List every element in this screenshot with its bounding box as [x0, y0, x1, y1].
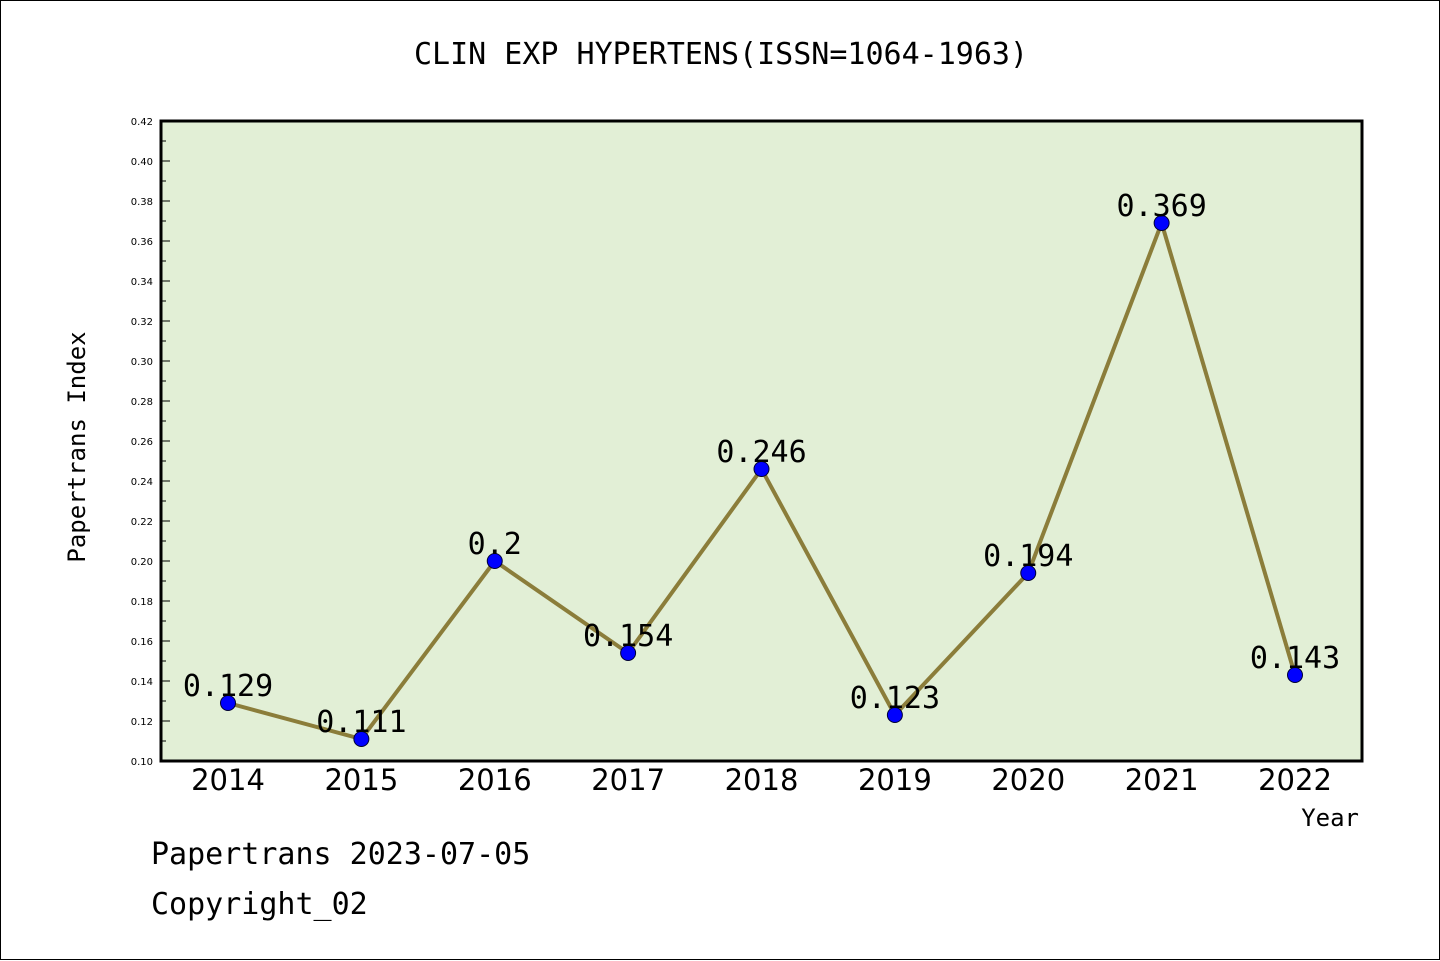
y-tick-label: 0.38 [131, 197, 153, 208]
y-tick-label: 0.24 [131, 477, 153, 488]
y-tick-label: 0.20 [131, 557, 153, 568]
y-tick-label: 0.34 [131, 277, 153, 288]
data-point [353, 731, 370, 747]
y-tick-label: 0.18 [131, 597, 153, 608]
y-tick-label: 0.36 [131, 237, 153, 248]
x-tick-label: 2017 [591, 763, 665, 797]
data-label: 0.246 [716, 435, 806, 470]
y-tick-label: 0.22 [131, 517, 153, 528]
data-label: 0.111 [316, 705, 406, 740]
data-point [886, 707, 903, 723]
data-point [620, 645, 637, 661]
y-tick-label: 0.12 [131, 717, 153, 728]
y-tick-label: 0.42 [131, 117, 153, 128]
data-point [1020, 565, 1037, 581]
x-tick-label: 2016 [458, 763, 532, 797]
x-tick-label: 2022 [1258, 763, 1332, 797]
x-tick-label: 2015 [324, 763, 398, 797]
y-tick-label: 0.26 [131, 437, 153, 448]
data-point [1153, 215, 1170, 231]
data-point [220, 695, 236, 711]
x-tick-label: 2019 [858, 763, 932, 797]
data-label: 0.143 [1250, 641, 1340, 676]
footer-date: Papertrans 2023-07-05 [151, 837, 531, 872]
data-label: 0.2 [468, 527, 522, 562]
y-axis-title: Papertrans Index [63, 331, 91, 562]
data-label: 0.129 [183, 669, 273, 704]
chart-title: CLIN EXP HYPERTENS(ISSN=1064-1963) [413, 37, 1029, 72]
x-tick-label: 2020 [991, 763, 1065, 797]
data-label: 0.194 [983, 539, 1073, 574]
y-tick-label: 0.30 [131, 357, 153, 368]
data-point [1287, 667, 1303, 683]
x-tick-label: 2014 [191, 763, 265, 797]
data-point [486, 553, 503, 569]
x-tick-label: 2018 [725, 763, 799, 797]
x-axis-title: Year [1301, 804, 1359, 832]
data-point [753, 461, 770, 477]
y-tick-label: 0.16 [131, 637, 153, 648]
data-label: 0.123 [850, 681, 940, 716]
x-tick-label: 2021 [1125, 763, 1199, 797]
data-label: 0.369 [1116, 189, 1206, 224]
data-label: 0.154 [583, 619, 673, 654]
y-tick-label: 0.10 [131, 757, 153, 768]
y-tick-label: 0.32 [131, 317, 153, 328]
plot-frame [159, 119, 1364, 763]
y-tick-label: 0.40 [131, 157, 153, 168]
y-tick-label: 0.28 [131, 397, 153, 408]
footer-copyright: Copyright_02 [151, 887, 368, 922]
y-tick-label: 0.14 [131, 677, 153, 688]
